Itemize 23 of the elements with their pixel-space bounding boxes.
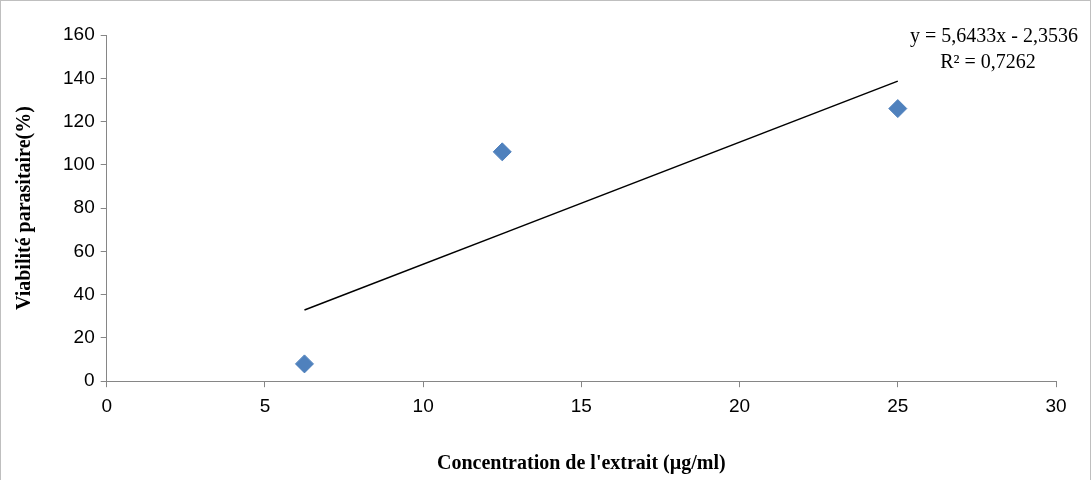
x-tick-label: 30 — [1045, 394, 1067, 416]
y-tick-label: 140 — [63, 66, 95, 88]
annotation: R² = 0,7262 — [940, 50, 1036, 73]
x-axis-title: Concentration de l'extrait (µg/ml) — [437, 451, 726, 475]
y-tick-label: 0 — [84, 369, 95, 391]
x-tick-label: 10 — [412, 394, 434, 416]
y-tick-label: 160 — [63, 23, 95, 45]
y-tick-label: 80 — [73, 196, 95, 218]
point — [492, 142, 512, 162]
x-tick-label: 15 — [570, 394, 592, 416]
y-axis-title: Viabilité parasitaire(%) — [12, 106, 36, 311]
annotation: y = 5,6433x - 2,3536 — [910, 24, 1078, 48]
y-tick-label: 120 — [63, 109, 95, 131]
y-tick-label: 40 — [73, 282, 95, 304]
y-tick-label: 60 — [73, 239, 95, 261]
point — [294, 354, 314, 374]
y-tick-label: 20 — [73, 326, 95, 348]
x-tick-label: 0 — [101, 394, 112, 416]
point — [888, 99, 908, 119]
x-tick-label: 5 — [259, 394, 271, 416]
y-tick-label: 100 — [63, 153, 95, 175]
x-tick-label: 25 — [887, 394, 909, 416]
x-tick-label: 20 — [729, 394, 751, 416]
